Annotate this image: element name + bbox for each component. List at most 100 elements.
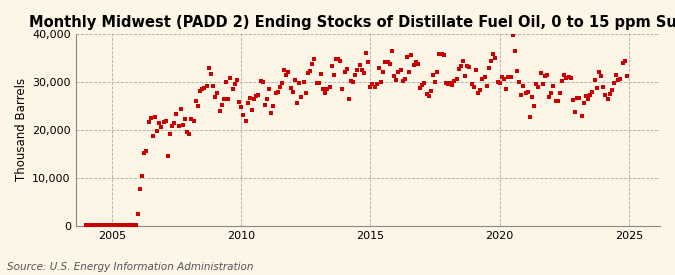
Point bbox=[244, 96, 255, 100]
Point bbox=[292, 101, 302, 106]
Point bbox=[412, 62, 423, 66]
Point bbox=[609, 81, 620, 86]
Point bbox=[102, 223, 113, 228]
Point bbox=[87, 223, 98, 228]
Point bbox=[555, 91, 566, 95]
Point bbox=[514, 79, 524, 84]
Point bbox=[268, 104, 279, 109]
Point bbox=[541, 73, 552, 78]
Point bbox=[277, 81, 288, 85]
Point bbox=[396, 68, 406, 72]
Point bbox=[145, 116, 156, 120]
Point bbox=[496, 75, 507, 79]
Text: Source: U.S. Energy Information Administration: Source: U.S. Energy Information Administ… bbox=[7, 262, 253, 272]
Point bbox=[328, 72, 339, 77]
Point bbox=[234, 100, 244, 104]
Point bbox=[173, 124, 184, 128]
Point bbox=[481, 84, 492, 89]
Point bbox=[288, 90, 298, 94]
Point bbox=[199, 86, 210, 91]
Point bbox=[219, 97, 230, 101]
Point bbox=[331, 57, 342, 61]
Point bbox=[134, 187, 145, 191]
Point bbox=[400, 77, 410, 81]
Point bbox=[445, 81, 456, 86]
Point bbox=[255, 79, 266, 84]
Point bbox=[363, 60, 374, 65]
Point bbox=[371, 82, 382, 86]
Point bbox=[117, 223, 128, 228]
Point bbox=[352, 67, 363, 72]
Point bbox=[105, 223, 115, 228]
Point bbox=[595, 73, 606, 78]
Point bbox=[398, 78, 408, 83]
Point bbox=[561, 76, 572, 80]
Point bbox=[221, 80, 232, 84]
Point bbox=[570, 110, 580, 115]
Point bbox=[150, 114, 161, 119]
Point bbox=[344, 96, 354, 101]
Point bbox=[546, 91, 557, 95]
Point bbox=[615, 77, 626, 81]
Point bbox=[430, 80, 441, 84]
Point bbox=[180, 117, 190, 122]
Point bbox=[410, 60, 421, 64]
Point bbox=[286, 86, 296, 90]
Point bbox=[91, 223, 102, 228]
Point bbox=[501, 87, 512, 91]
Point bbox=[350, 73, 361, 77]
Point bbox=[505, 75, 516, 79]
Point bbox=[324, 85, 335, 89]
Point bbox=[470, 68, 481, 72]
Point bbox=[414, 85, 425, 90]
Point bbox=[587, 90, 597, 94]
Title: Monthly Midwest (PADD 2) Ending Stocks of Distillate Fuel Oil, 0 to 15 ppm Sulfu: Monthly Midwest (PADD 2) Ending Stocks o… bbox=[30, 15, 675, 30]
Point bbox=[281, 72, 292, 77]
Point bbox=[305, 69, 316, 74]
Point bbox=[619, 59, 630, 63]
Point bbox=[552, 98, 563, 103]
Point bbox=[449, 79, 460, 83]
Point bbox=[290, 78, 300, 82]
Point bbox=[307, 61, 318, 66]
Point bbox=[460, 74, 470, 78]
Point bbox=[356, 67, 367, 72]
Point bbox=[604, 91, 615, 96]
Point bbox=[283, 70, 294, 75]
Point bbox=[96, 223, 107, 228]
Point bbox=[583, 97, 593, 101]
Point bbox=[89, 223, 100, 228]
Point bbox=[518, 83, 529, 88]
Point bbox=[113, 223, 124, 228]
Point bbox=[416, 83, 427, 88]
Point bbox=[257, 79, 268, 84]
Point bbox=[100, 223, 111, 228]
Point bbox=[225, 76, 236, 80]
Point bbox=[171, 112, 182, 116]
Point bbox=[236, 104, 246, 109]
Point bbox=[591, 86, 602, 90]
Point bbox=[124, 223, 134, 228]
Point bbox=[427, 73, 438, 77]
Point bbox=[578, 101, 589, 105]
Point bbox=[270, 91, 281, 95]
Point bbox=[438, 53, 449, 57]
Point bbox=[593, 70, 604, 74]
Point bbox=[526, 95, 537, 99]
Point bbox=[182, 130, 193, 134]
Point bbox=[109, 223, 119, 228]
Point bbox=[402, 55, 412, 59]
Point bbox=[408, 63, 419, 68]
Point bbox=[259, 103, 270, 107]
Point bbox=[441, 81, 452, 85]
Point bbox=[203, 66, 214, 70]
Point bbox=[264, 87, 275, 91]
Point bbox=[387, 49, 398, 53]
Point bbox=[322, 86, 333, 91]
Point bbox=[80, 223, 91, 228]
Point bbox=[585, 93, 595, 97]
Point bbox=[494, 81, 505, 86]
Point bbox=[447, 82, 458, 87]
Point bbox=[195, 89, 206, 93]
Point bbox=[167, 124, 178, 128]
